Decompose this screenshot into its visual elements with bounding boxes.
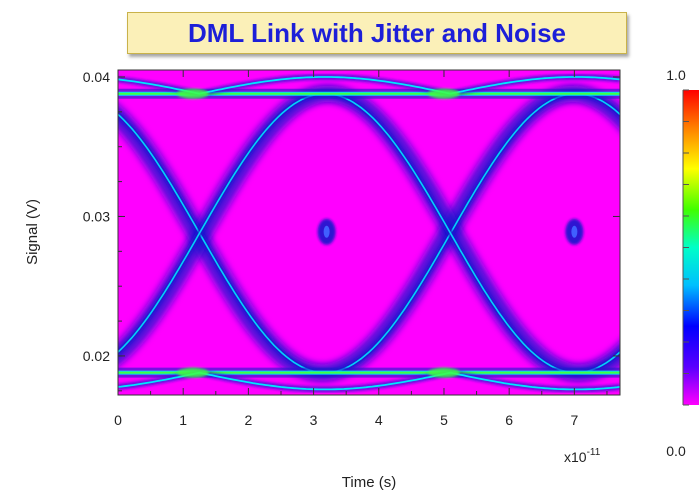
y-tick-label: 0.04 xyxy=(83,69,110,85)
colorbar-min-label: 0.0 xyxy=(666,443,686,459)
eye-center-core xyxy=(571,225,578,238)
x-tick-label: 6 xyxy=(505,412,513,428)
eye-traces xyxy=(118,74,620,393)
eye-rail-crossing xyxy=(176,367,209,378)
chart-title: DML Link with Jitter and Noise xyxy=(127,12,627,54)
x-axis-label: Time (s) xyxy=(342,474,396,491)
colorbar-max-label: 1.0 xyxy=(666,67,686,83)
colorbar: 1.0 0.0 xyxy=(666,67,699,459)
x-tick-label: 2 xyxy=(244,412,252,428)
x-tick-label: 5 xyxy=(440,412,448,428)
eye-rail-crossing xyxy=(427,367,460,378)
colorbar-gradient xyxy=(683,90,699,405)
x-axis-ticks: 0 1 2 3 4 5 6 7 xyxy=(114,70,608,428)
eye-rail-crossing xyxy=(427,88,460,99)
y-tick-label: 0.02 xyxy=(83,348,110,364)
x-tick-label: 0 xyxy=(114,412,122,428)
x-tick-label: 1 xyxy=(179,412,187,428)
x-axis-exponent: x10-11 xyxy=(564,447,601,465)
y-tick-label: 0.03 xyxy=(83,208,110,224)
x-tick-label: 4 xyxy=(375,412,383,428)
eye-rail-crossing xyxy=(176,88,209,99)
y-axis-label: Signal (V) xyxy=(24,199,41,265)
y-axis-ticks: 0.02 0.03 0.04 xyxy=(83,69,620,392)
x-tick-label: 7 xyxy=(570,412,578,428)
x-tick-label: 3 xyxy=(310,412,318,428)
eye-center-core xyxy=(323,225,330,238)
